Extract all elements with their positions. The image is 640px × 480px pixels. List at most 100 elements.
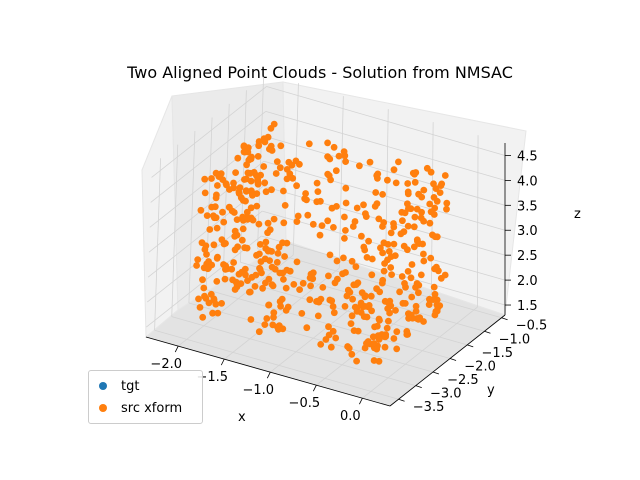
point-src-xform [395, 158, 402, 166]
point-src-xform [211, 203, 219, 211]
z-tick-label: 3.5 [517, 199, 538, 214]
point-src-xform [254, 153, 262, 160]
point-src-xform [350, 327, 358, 334]
point-src-xform [251, 283, 259, 290]
point-src-xform [280, 276, 287, 283]
point-src-xform [408, 293, 416, 301]
point-src-xform [392, 179, 400, 187]
point-src-xform [427, 168, 435, 176]
point-src-xform [324, 170, 332, 178]
point-src-xform [270, 215, 278, 223]
point-src-xform [365, 302, 373, 309]
point-src-xform [412, 307, 420, 315]
point-src-xform [212, 169, 220, 177]
point-src-xform [429, 296, 437, 303]
point-src-xform [282, 284, 290, 292]
point-src-xform [367, 292, 375, 300]
point-src-xform [306, 274, 314, 282]
point-src-xform [392, 307, 399, 314]
x-tick-mark [266, 371, 271, 379]
point-src-xform [214, 182, 221, 189]
legend-label-src-xform: src xform [121, 400, 183, 416]
point-src-xform [276, 164, 284, 172]
point-src-xform [408, 261, 416, 268]
point-src-xform [426, 200, 434, 208]
point-src-xform [289, 174, 297, 182]
point-src-xform [264, 229, 271, 237]
point-src-xform [342, 199, 350, 207]
point-src-xform [376, 317, 383, 324]
point-src-xform [279, 325, 287, 333]
point-src-xform [294, 212, 302, 220]
point-src-xform [212, 300, 220, 308]
z-tick-label: 4.5 [517, 149, 538, 164]
point-src-xform [411, 213, 419, 221]
point-src-xform [387, 229, 395, 237]
point-src-xform [358, 289, 366, 297]
z-gridline-left [151, 86, 267, 178]
point-src-xform [263, 315, 271, 322]
point-src-xform [200, 284, 208, 292]
point-src-xform [352, 263, 360, 271]
point-src-xform [319, 284, 327, 291]
point-src-xform [222, 265, 229, 273]
legend-item-tgt: tgt [99, 377, 139, 395]
y-tick-label: −1.5 [481, 346, 513, 361]
point-src-xform [343, 292, 351, 300]
x-tick-labels: −2.0 −1.5 −1.0 −0.5 0.0 [150, 357, 360, 424]
x-tick-label: 0.0 [340, 409, 361, 424]
point-src-xform [213, 278, 221, 285]
point-src-xform [258, 269, 265, 277]
point-src-xform [371, 203, 379, 210]
point-src-xform [298, 310, 306, 317]
point-src-xform [265, 247, 273, 255]
point-src-xform [314, 297, 321, 305]
y-tick-mark [415, 385, 422, 389]
point-src-xform [238, 236, 246, 244]
point-src-xform [316, 231, 324, 239]
point-src-xform [197, 206, 205, 214]
point-src-xform [344, 343, 351, 350]
point-src-xform [384, 299, 392, 306]
x-tick-mark [312, 384, 317, 392]
point-src-xform [373, 322, 381, 330]
y-gridline-floor [154, 329, 399, 400]
point-src-xform [247, 316, 255, 323]
point-src-xform [342, 269, 349, 276]
point-src-xform [201, 246, 209, 253]
point-src-xform [330, 143, 338, 151]
point-src-xform [252, 271, 260, 279]
point-src-xform [270, 313, 277, 321]
point-src-xform [370, 357, 378, 364]
point-src-xform [410, 223, 418, 231]
point-src-xform [318, 222, 326, 230]
point-src-xform [234, 154, 242, 162]
x-tick-mark [359, 398, 363, 405]
legend-label-tgt: tgt [121, 378, 140, 394]
point-src-xform [231, 233, 239, 240]
point-src-xform [368, 255, 376, 263]
point-src-xform [443, 205, 450, 213]
point-src-xform [410, 243, 418, 251]
point-src-xform [405, 205, 412, 212]
point-src-xform [242, 197, 249, 205]
y-tick-mark [432, 371, 440, 375]
point-src-xform [335, 152, 343, 160]
point-src-xform [380, 239, 388, 247]
point-src-xform [280, 187, 287, 195]
point-src-xform [269, 321, 277, 329]
point-src-xform [243, 244, 251, 252]
y-tick-mark [449, 358, 457, 361]
point-src-xform [276, 269, 284, 277]
point-src-xform [290, 281, 298, 288]
x-axis-label: x [238, 410, 246, 425]
point-src-xform [358, 232, 365, 240]
point-src-xform [273, 158, 281, 166]
point-src-xform [342, 227, 349, 234]
point-src-xform [214, 309, 222, 317]
point-src-xform [322, 336, 330, 343]
point-src-xform [304, 211, 312, 219]
chart-title: Two Aligned Point Clouds - Solution from… [127, 63, 513, 82]
z-tick-label: 3.0 [517, 224, 538, 239]
point-src-xform [433, 263, 440, 271]
